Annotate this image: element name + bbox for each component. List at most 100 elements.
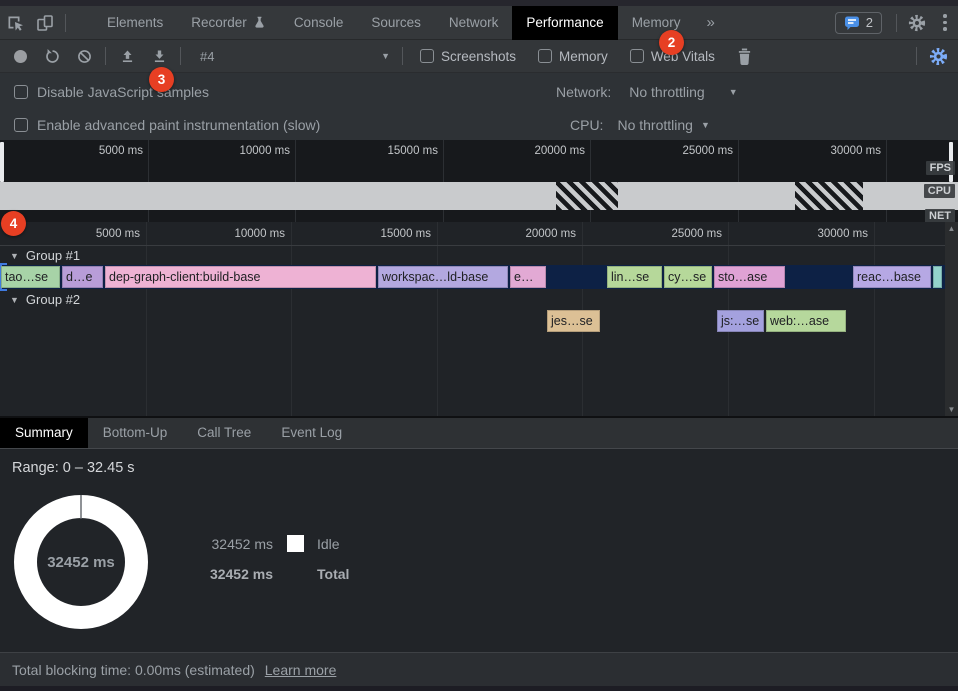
reload-and-record-button[interactable] <box>36 40 68 73</box>
tab-elements[interactable]: Elements <box>93 6 177 40</box>
capture-checkboxes: Screenshots Memory Web Vitals <box>420 49 715 64</box>
flame-bar[interactable]: tao…se <box>1 266 60 288</box>
tab-network[interactable]: Network <box>435 6 513 40</box>
legend-label: Total <box>317 565 350 582</box>
legend-row: 32452 ms Idle <box>205 535 349 552</box>
checkbox-label: Web Vitals <box>650 48 715 64</box>
inspect-cursor-icon <box>8 16 23 31</box>
tab-label: Performance <box>526 14 604 30</box>
flame-tick-label: 10000 ms <box>234 228 285 240</box>
flame-bar[interactable]: sto…ase <box>714 266 785 288</box>
range-label: Range: 0 – 32.45 s <box>12 460 135 476</box>
flame-bar[interactable]: cy…se <box>664 266 712 288</box>
device-toolbar-button[interactable] <box>30 6 60 40</box>
issues-count: 2 <box>865 15 873 30</box>
panel-splitter[interactable] <box>0 416 958 418</box>
screenshots-checkbox[interactable]: Screenshots <box>420 49 516 64</box>
summary-legend: 32452 ms Idle 32452 ms Total <box>205 535 349 582</box>
checkbox-icon <box>14 118 28 132</box>
advanced-paint-checkbox[interactable]: Enable advanced paint instrumentation (s… <box>14 117 320 133</box>
details-tab-event-log[interactable]: Event Log <box>281 425 343 440</box>
gridline <box>886 140 887 222</box>
customize-menu-button[interactable] <box>932 6 958 40</box>
load-profile-button[interactable] <box>111 40 143 73</box>
cpu-throttling-select[interactable]: No throttling <box>617 117 693 133</box>
save-profile-button[interactable] <box>143 40 175 73</box>
range-handle-left[interactable] <box>0 142 4 182</box>
flame-bar[interactable]: js:…se <box>717 310 764 332</box>
flame-bar[interactable]: e… <box>510 266 546 288</box>
chevron-down-icon: ▼ <box>381 51 390 61</box>
devtools-tabbar: Elements Recorder Console Sources Network Per… <box>0 5 958 40</box>
gridline <box>146 222 147 416</box>
disable-js-samples-checkbox[interactable]: Disable JavaScript samples <box>14 84 209 100</box>
scroll-down-icon[interactable]: ▼ <box>947 405 956 414</box>
settings-button[interactable] <box>902 6 932 40</box>
delete-recording-button[interactable] <box>729 40 761 73</box>
fps-lane-label: FPS <box>925 161 955 175</box>
annotation-badge-4[interactable]: 4 <box>1 211 26 236</box>
flame-chart[interactable]: ▼ Group #1 tao…se d…e dep-graph-client:bui… <box>0 222 958 416</box>
flame-bar[interactable]: d…e <box>62 266 103 288</box>
cpu-activity-band <box>0 182 958 210</box>
clear-button[interactable] <box>68 40 100 73</box>
chevron-down-icon[interactable]: ▼ <box>728 87 738 97</box>
cpu-throttling-row: CPU: No throttling ▼ <box>570 117 710 133</box>
overview-tick-label: 10000 ms <box>239 145 290 157</box>
triangle-down-icon: ▼ <box>10 294 19 305</box>
panel-tabs: Elements Recorder Console Sources Network Per… <box>93 5 695 40</box>
vertical-scrollbar[interactable]: ▲ ▼ <box>945 222 958 416</box>
scroll-up-icon[interactable]: ▲ <box>947 224 956 233</box>
summary-donut-chart <box>11 492 151 632</box>
tab-recorder[interactable]: Recorder <box>177 6 280 40</box>
summary-pane: Range: 0 – 32.45 s 32452 ms 32452 ms Idle… <box>0 450 958 652</box>
checkbox-label: Screenshots <box>441 48 517 64</box>
gridline <box>874 222 875 416</box>
cpu-lane-label: CPU <box>923 184 955 198</box>
flame-bar[interactable]: web:…ase <box>766 310 846 332</box>
flame-bar[interactable]: jes…se <box>547 310 600 332</box>
tab-label: Network <box>448 14 499 30</box>
kebab-icon <box>943 14 947 18</box>
details-tab-call-tree[interactable]: Call Tree <box>197 425 252 440</box>
details-tab-bottom-up[interactable]: Bottom-Up <box>102 425 168 440</box>
tab-console[interactable]: Console <box>280 6 358 40</box>
flame-bar[interactable]: reac…base <box>853 266 931 288</box>
cpu-throttled-hatch <box>556 182 618 210</box>
memory-checkbox[interactable]: Memory <box>538 49 608 64</box>
tab-performance[interactable]: Performance <box>512 5 618 40</box>
flame-bar[interactable]: workspac…ld-base <box>378 266 508 288</box>
details-tab-summary[interactable]: Summary <box>0 418 88 448</box>
flame-bar[interactable]: dep-graph-client:build-base <box>105 266 376 288</box>
checkbox-icon <box>14 85 28 99</box>
tab-sources[interactable]: Sources <box>357 6 435 40</box>
divider <box>105 47 106 65</box>
flame-bar[interactable] <box>933 266 942 288</box>
flame-bar[interactable]: lin…se <box>607 266 662 288</box>
net-lane-label: NET <box>925 209 955 223</box>
divider <box>916 47 917 65</box>
annotation-badge-2[interactable]: 2 <box>659 30 684 55</box>
network-throttling-select[interactable]: No throttling <box>629 84 705 100</box>
history-select[interactable]: #4 ▼ <box>200 49 390 64</box>
cpu-label: CPU: <box>570 117 604 133</box>
learn-more-link[interactable]: Learn more <box>264 661 337 678</box>
divider <box>65 13 66 32</box>
overview-tick-label: 20000 ms <box>534 145 585 157</box>
issues-counter-button[interactable]: 2 <box>834 11 882 34</box>
reload-icon <box>45 48 59 63</box>
annotation-badge-3[interactable]: 3 <box>149 67 174 92</box>
gridline <box>291 222 292 416</box>
group1-header[interactable]: ▼ Group #1 <box>10 248 80 263</box>
capture-settings-button[interactable] <box>922 40 954 73</box>
record-button[interactable] <box>4 40 36 73</box>
group2-header[interactable]: ▼ Group #2 <box>10 292 80 307</box>
checkbox-icon <box>538 49 553 63</box>
tab-memory[interactable]: Memory <box>618 6 695 40</box>
gridline <box>443 140 444 222</box>
chevron-down-icon[interactable]: ▼ <box>700 120 710 130</box>
timeline-overview[interactable]: 5000 ms 10000 ms 15000 ms 20000 ms 25000 ms 3… <box>0 140 958 223</box>
gridline <box>148 140 149 222</box>
more-tabs-button[interactable]: » <box>706 14 715 31</box>
inspect-element-button[interactable] <box>0 6 30 40</box>
